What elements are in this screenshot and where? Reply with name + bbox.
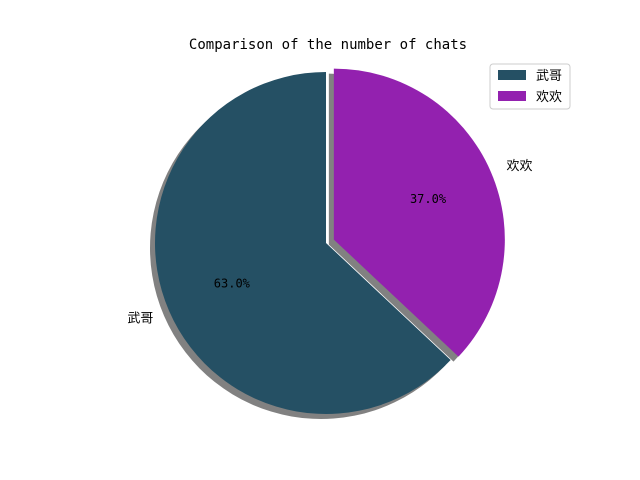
pie-slice-1 (333, 68, 505, 357)
slice-percent-label-1: 37.0% (410, 192, 447, 206)
legend-label-1: 欢欢 (536, 90, 562, 105)
legend-swatch-1 (498, 91, 526, 101)
slice-percent-label-0: 63.0% (214, 277, 251, 291)
pie-slices (154, 68, 505, 414)
legend-label-0: 武哥 (536, 69, 562, 84)
slice-category-label-1: 欢欢 (506, 159, 532, 174)
slice-category-label-0: 武哥 (127, 312, 153, 327)
legend-swatch-0 (498, 70, 526, 80)
slice-labels: 63.0% 武哥 37.0% 欢欢 (127, 159, 532, 327)
pie-slice-0 (154, 72, 451, 414)
chart-title: Comparison of the number of chats (189, 37, 467, 53)
